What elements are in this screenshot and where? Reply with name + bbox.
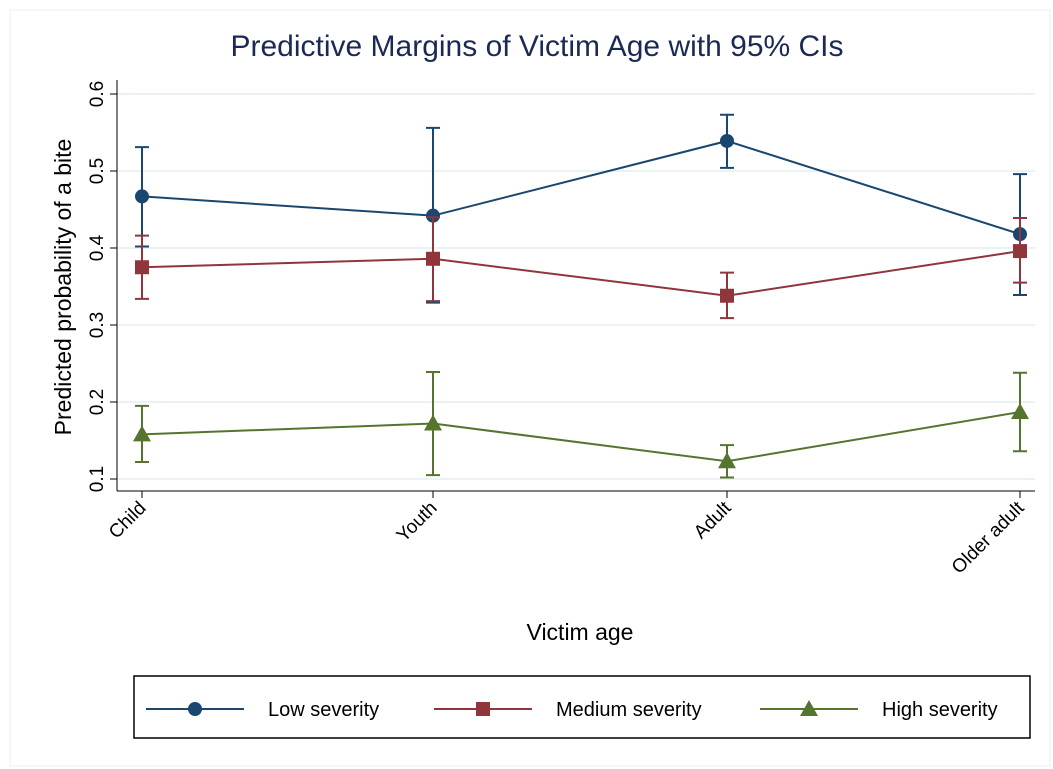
y-axis-label: Predicted probability of a bite: [50, 139, 76, 436]
y-tick-label: 0.5: [87, 158, 108, 184]
legend-marker: [800, 700, 818, 716]
y-tick-label: 0.6: [87, 81, 108, 107]
y-tick-label: 0.4: [87, 234, 108, 261]
legend-box: [133, 675, 1031, 739]
marker: [1013, 244, 1027, 259]
y-tick-label: 0.2: [87, 389, 108, 415]
series-line: [141, 250, 1021, 297]
outer-frame: [9, 9, 1051, 767]
series-line: [141, 411, 1021, 463]
x-axis-label: Victim age: [527, 619, 634, 645]
series-line: [141, 139, 1021, 236]
legend-label: Low severity: [268, 699, 379, 721]
legend-marker: [476, 702, 490, 716]
marker: [133, 425, 151, 442]
marker: [426, 208, 440, 223]
marker: [720, 133, 734, 148]
marker: [424, 414, 442, 431]
marker: [135, 260, 149, 275]
legend-label: Medium severity: [556, 699, 702, 721]
y-tick-label: 0.1: [87, 466, 108, 492]
marker: [720, 288, 734, 303]
marker: [718, 452, 736, 469]
legend-label: High severity: [882, 699, 998, 721]
marker: [135, 189, 149, 204]
chart-title: Predictive Margins of Victim Age with 95…: [230, 30, 843, 63]
y-tick-label: 0.3: [87, 312, 108, 338]
legend-marker: [188, 702, 202, 716]
marker: [1011, 403, 1029, 420]
marker: [426, 251, 440, 266]
